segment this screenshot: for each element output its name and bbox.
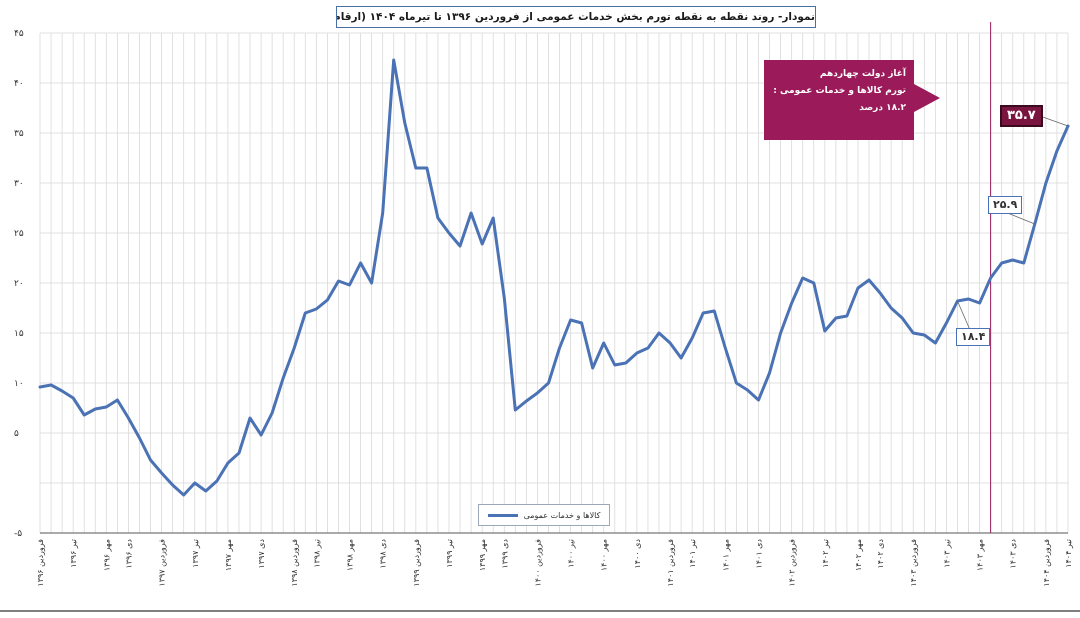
event-annotation-line-2: تورم کالاها و خدمات عمومی : xyxy=(773,86,906,96)
x-tick-label: فروردین ۱۴۰۳ xyxy=(909,539,918,587)
x-tick-label: فروردین ۱۳۹۶ xyxy=(36,539,45,587)
x-tick-label: مهر ۱۴۰۳ xyxy=(976,539,985,571)
x-tick-label: مهر ۱۴۰۰ xyxy=(600,539,609,571)
x-tick-label: دی ۱۴۰۳ xyxy=(1009,539,1018,569)
x-tick-label: فروردین ۱۴۰۲ xyxy=(788,539,797,587)
x-tick-label: فروردین ۱۳۹۷ xyxy=(158,539,167,587)
y-tick-label: -۵ xyxy=(14,529,22,539)
y-tick-label: ۲۵ xyxy=(14,229,24,239)
callout-18-4: ۱۸.۴ xyxy=(956,328,991,346)
event-annotation-box: آغاز دولت چهاردهم تورم کالاها و خدمات عم… xyxy=(764,60,914,140)
x-tick-label: مهر ۱۳۹۶ xyxy=(102,539,111,571)
callout-leader-line xyxy=(1039,115,1069,127)
event-annotation-line-1: آغاز دولت چهاردهم xyxy=(819,69,906,79)
x-tick-label: دی ۱۳۹۸ xyxy=(379,539,388,569)
grid-layer xyxy=(39,32,1069,534)
y-tick-label: ۴۵ xyxy=(14,29,24,39)
x-tick-label: مهر ۱۳۹۷ xyxy=(224,539,233,571)
axis-layer: -۵ ۵ ۱۰ ۱۵ ۲۰ ۲۵ ۳۰ ۳۵ ۴۰ ۴۵ فروردین ۱۳۹۶ تیر ۱۳۹۶ م… xyxy=(0,29,1080,612)
x-tick-label: تیر ۱۴۰۰ xyxy=(567,539,576,568)
event-arrow-stem xyxy=(904,92,916,104)
y-tick-label: ۳۵ xyxy=(14,129,24,139)
callout-35-7: ۳۵.۷ xyxy=(1000,105,1043,127)
series-line xyxy=(38,58,1070,497)
y-tick-label: ۱۵ xyxy=(14,329,24,339)
event-annotation-line-3: ۱۸.۲ درصد xyxy=(859,103,906,113)
y-tick-label: ۴۰ xyxy=(14,79,24,89)
x-tick-label: مهر ۱۴۰۲ xyxy=(854,539,863,571)
x-tick-label: فروردین ۱۳۹۹ xyxy=(412,539,421,587)
x-tick-label: فروردین ۱۳۹۸ xyxy=(290,539,299,587)
x-tick-label: فروردین ۱۴۰۰ xyxy=(533,539,542,587)
x-tick-label: تیر ۱۴۰۴ xyxy=(1064,539,1073,568)
x-tick-label: فروردین ۱۴۰۱ xyxy=(666,539,675,587)
x-tick-label: دی ۱۴۰۱ xyxy=(754,539,763,569)
series-layer xyxy=(38,22,1070,533)
x-tick-label: تیر ۱۴۰۱ xyxy=(688,539,697,568)
label-layer xyxy=(957,115,1069,331)
y-tick-label: ۱۰ xyxy=(14,379,24,389)
x-tick-label: تیر ۱۳۹۸ xyxy=(312,539,321,568)
chart-title: نمودار- روند نقطه به نقطه تورم بخش خدمات… xyxy=(336,6,816,28)
callout-leader-line xyxy=(957,300,971,331)
x-tick-label: تیر ۱۳۹۷ xyxy=(191,539,200,568)
x-tick-label: مهر ۱۴۰۱ xyxy=(721,539,730,571)
event-arrow-icon xyxy=(914,84,940,112)
x-tick-label: تیر ۱۳۹۹ xyxy=(445,539,454,568)
x-tick-label: تیر ۱۴۰۲ xyxy=(821,539,830,568)
y-tick-label: ۲۰ xyxy=(14,279,24,289)
legend-label: کالاها و خدمات عمومی xyxy=(523,510,601,520)
x-tick-label: تیر ۱۳۹۶ xyxy=(69,539,78,568)
x-tick-label: تیر ۱۴۰۳ xyxy=(942,539,951,568)
legend: کالاها و خدمات عمومی xyxy=(478,504,610,526)
x-tick-label: دی ۱۴۰۲ xyxy=(876,539,885,569)
x-tick-label: دی ۱۴۰۰ xyxy=(633,539,642,569)
x-tick-label: مهر ۱۳۹۹ xyxy=(478,539,487,571)
x-tick-label: دی ۱۳۹۷ xyxy=(257,539,266,569)
x-tick-label: دی ۱۳۹۶ xyxy=(124,539,133,569)
y-tick-label: ۳۰ xyxy=(14,179,24,189)
x-tick-label: مهر ۱۳۹۸ xyxy=(346,539,355,571)
legend-line-icon xyxy=(487,513,518,517)
y-tick-label: ۵ xyxy=(14,429,19,439)
callout-leader-line xyxy=(1004,211,1035,225)
x-tick-label: دی ۱۳۹۹ xyxy=(500,539,509,569)
callout-25-9: ۲۵.۹ xyxy=(988,196,1023,214)
x-tick-label: فروردین ۱۴۰۴ xyxy=(1042,539,1051,587)
